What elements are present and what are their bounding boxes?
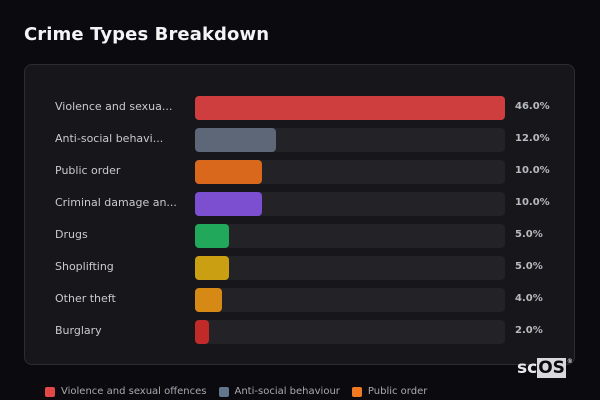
scos-watermark-logo: sc OS ® bbox=[517, 358, 573, 378]
legend-swatch-icon bbox=[218, 386, 229, 397]
bar-fill bbox=[195, 160, 263, 184]
bar-label: Criminal damage an... bbox=[55, 196, 177, 209]
bar-fill bbox=[195, 256, 229, 280]
bar-track bbox=[195, 288, 505, 312]
bar-value: 10.0% bbox=[515, 165, 550, 176]
bar-fill bbox=[195, 128, 276, 152]
bar-track bbox=[195, 256, 505, 280]
registered-mark-icon: ® bbox=[566, 358, 573, 365]
chart-panel: Violence and sexua... 46.0% Anti-social be… bbox=[24, 64, 575, 365]
legend-swatch-icon bbox=[351, 386, 362, 397]
bar-label: Other theft bbox=[55, 292, 116, 305]
bar-row: Public order 10.0% bbox=[25, 160, 574, 184]
legend-label: Anti-social behaviour bbox=[234, 386, 340, 397]
bar-label: Public order bbox=[55, 164, 121, 177]
bar-label: Shoplifting bbox=[55, 260, 114, 273]
bar-row: Other theft 4.0% bbox=[25, 288, 574, 312]
legend-item[interactable]: Public order bbox=[351, 386, 428, 397]
bar-fill bbox=[195, 224, 229, 248]
bar-fill bbox=[195, 192, 263, 216]
bar-row: Anti-social behavi... 12.0% bbox=[25, 128, 574, 152]
legend-label: Violence and sexual offences bbox=[61, 386, 207, 397]
bar-label: Burglary bbox=[55, 324, 102, 337]
bar-fill bbox=[195, 288, 222, 312]
bar-fill bbox=[195, 96, 505, 120]
bar-label: Violence and sexua... bbox=[55, 100, 173, 113]
bar-value: 2.0% bbox=[515, 325, 543, 336]
bar-label: Drugs bbox=[55, 228, 88, 241]
bar-value: 5.0% bbox=[515, 261, 543, 272]
bar-track bbox=[195, 96, 505, 120]
legend-label: Public order bbox=[367, 386, 428, 397]
bar-value: 46.0% bbox=[515, 101, 550, 112]
chart-legend: Violence and sexual offences Anti-social … bbox=[45, 386, 439, 397]
bar-value: 10.0% bbox=[515, 197, 550, 208]
bar-value: 12.0% bbox=[515, 133, 550, 144]
legend-item[interactable]: Anti-social behaviour bbox=[218, 386, 340, 397]
bar-row: Drugs 5.0% bbox=[25, 224, 574, 248]
bar-track bbox=[195, 224, 505, 248]
legend-swatch-icon bbox=[45, 386, 55, 397]
bar-value: 5.0% bbox=[515, 229, 543, 240]
bar-value: 4.0% bbox=[515, 293, 543, 304]
bar-track bbox=[195, 320, 505, 344]
bar-row: Shoplifting 5.0% bbox=[25, 256, 574, 280]
bar-fill bbox=[195, 320, 209, 344]
bar-row: Burglary 2.0% bbox=[25, 320, 574, 344]
bar-track bbox=[195, 160, 505, 184]
bar-label: Anti-social behavi... bbox=[55, 132, 164, 145]
legend-item[interactable]: Violence and sexual offences bbox=[45, 386, 207, 397]
bar-row: Criminal damage an... 10.0% bbox=[25, 192, 574, 216]
watermark-part2: OS bbox=[537, 358, 566, 378]
bar-track bbox=[195, 192, 505, 216]
chart-title: Crime Types Breakdown bbox=[24, 24, 270, 45]
bar-track bbox=[195, 128, 505, 152]
bar-row: Violence and sexua... 46.0% bbox=[25, 96, 574, 120]
watermark-part1: sc bbox=[517, 358, 538, 378]
